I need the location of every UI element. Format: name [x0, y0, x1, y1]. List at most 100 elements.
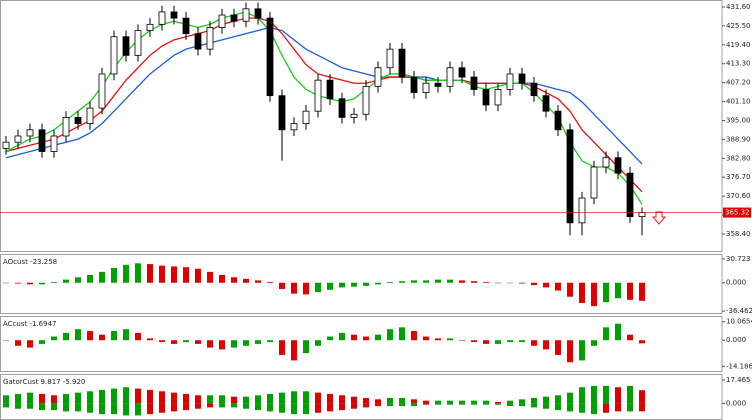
- histogram-bar: [483, 340, 489, 344]
- candle-body: [374, 67, 382, 87]
- candle-body: [74, 116, 82, 124]
- gator-bar: [147, 403, 153, 415]
- gator-bar: [603, 385, 609, 404]
- candle-body: [530, 82, 538, 97]
- candle-body: [638, 212, 646, 218]
- gator-bar: [15, 393, 21, 404]
- gator-bar: [375, 403, 381, 407]
- gator-bar: [27, 392, 33, 404]
- histogram-bar: [351, 282, 357, 287]
- gator-bar: [495, 402, 501, 404]
- gator-bar: [39, 393, 45, 404]
- gator-bar: [159, 403, 165, 413]
- histogram-bar: [315, 282, 321, 293]
- histogram-bar: [579, 340, 585, 361]
- gator-bar: [507, 403, 513, 407]
- histogram-bar: [75, 329, 81, 341]
- y-tick-label: 388.90: [726, 135, 751, 143]
- histogram-bar: [51, 281, 57, 283]
- gator-bar: [123, 403, 129, 416]
- gator-bar: [3, 403, 9, 408]
- gator-bar: [519, 399, 525, 404]
- gator-bar: [603, 403, 609, 413]
- histogram-bar: [291, 282, 297, 294]
- histogram-bar: [339, 282, 345, 288]
- gator-bar: [579, 387, 585, 404]
- histogram-bar: [387, 281, 393, 283]
- histogram-bar: [99, 271, 105, 283]
- gator-bar: [183, 403, 189, 411]
- histogram-bar: [375, 282, 381, 285]
- histogram-bar: [111, 331, 117, 341]
- histogram-bar: [39, 282, 45, 285]
- gator-bar: [63, 403, 69, 412]
- y-tick-label: -36.462: [726, 307, 752, 315]
- histogram-bar: [303, 340, 309, 354]
- gator-bar: [555, 395, 561, 404]
- gator-bar: [567, 392, 573, 404]
- gator-bar: [507, 400, 513, 404]
- candle-body: [218, 14, 226, 28]
- histogram-bar: [567, 340, 573, 363]
- histogram-bar: [267, 340, 273, 343]
- histogram-bar: [387, 329, 393, 341]
- histogram-bar: [3, 282, 9, 284]
- gator-bar: [363, 398, 369, 404]
- histogram-bar: [243, 340, 249, 346]
- gator-bar: [135, 388, 141, 404]
- gator-bar: [471, 403, 477, 405]
- histogram-bar: [207, 340, 213, 348]
- candle-body: [494, 89, 502, 106]
- histogram-bar: [87, 331, 93, 341]
- candle-body: [614, 157, 622, 174]
- histogram-bar: [339, 332, 345, 341]
- y-tick-label: 370.60: [726, 192, 751, 200]
- gator-bar: [567, 403, 573, 412]
- gator-bar: [495, 403, 501, 405]
- candle-body: [206, 27, 214, 50]
- candle-body: [458, 67, 466, 78]
- histogram-bar: [219, 274, 225, 283]
- candle-body: [626, 172, 634, 218]
- histogram-bar: [15, 340, 21, 346]
- gator-bar: [207, 403, 213, 408]
- y-tick-label: 401.10: [726, 98, 751, 106]
- histogram-bar: [399, 327, 405, 341]
- gator-bar: [411, 403, 417, 407]
- histogram-bar: [567, 282, 573, 297]
- histogram-bar: [555, 340, 561, 355]
- gator-bar: [483, 403, 489, 405]
- histogram-bar: [531, 340, 537, 346]
- histogram-bar: [375, 334, 381, 341]
- histogram-bar: [219, 340, 225, 350]
- gator-bar: [111, 403, 117, 415]
- candle-body: [350, 113, 358, 118]
- histogram-bar: [231, 340, 237, 348]
- candle-body: [482, 89, 490, 106]
- gator-bar: [195, 403, 201, 409]
- candle-body: [518, 73, 526, 84]
- candle-body: [86, 107, 94, 124]
- gator-bar: [87, 391, 93, 404]
- gator-bar: [423, 403, 429, 405]
- candle-body: [398, 48, 406, 78]
- panel-title: GatorCust 9.817 -5.920: [3, 378, 85, 386]
- histogram-bar: [15, 282, 21, 284]
- gator-bar: [87, 403, 93, 413]
- gator-bar: [423, 400, 429, 404]
- gator-bar: [483, 400, 489, 404]
- histogram-bar: [615, 282, 621, 299]
- candle-body: [254, 8, 262, 19]
- gator-bar: [411, 399, 417, 404]
- y-tick-label: 358.40: [726, 230, 751, 238]
- histogram-bar: [315, 340, 321, 346]
- candle-body: [242, 8, 250, 22]
- histogram-bar: [195, 340, 201, 344]
- gator-bar: [639, 390, 645, 404]
- gator-bar: [447, 400, 453, 404]
- histogram-bar: [423, 280, 429, 283]
- gator-bar: [243, 396, 249, 404]
- gator-bar: [183, 393, 189, 404]
- histogram-bar: [531, 282, 537, 286]
- histogram-bar: [39, 340, 45, 344]
